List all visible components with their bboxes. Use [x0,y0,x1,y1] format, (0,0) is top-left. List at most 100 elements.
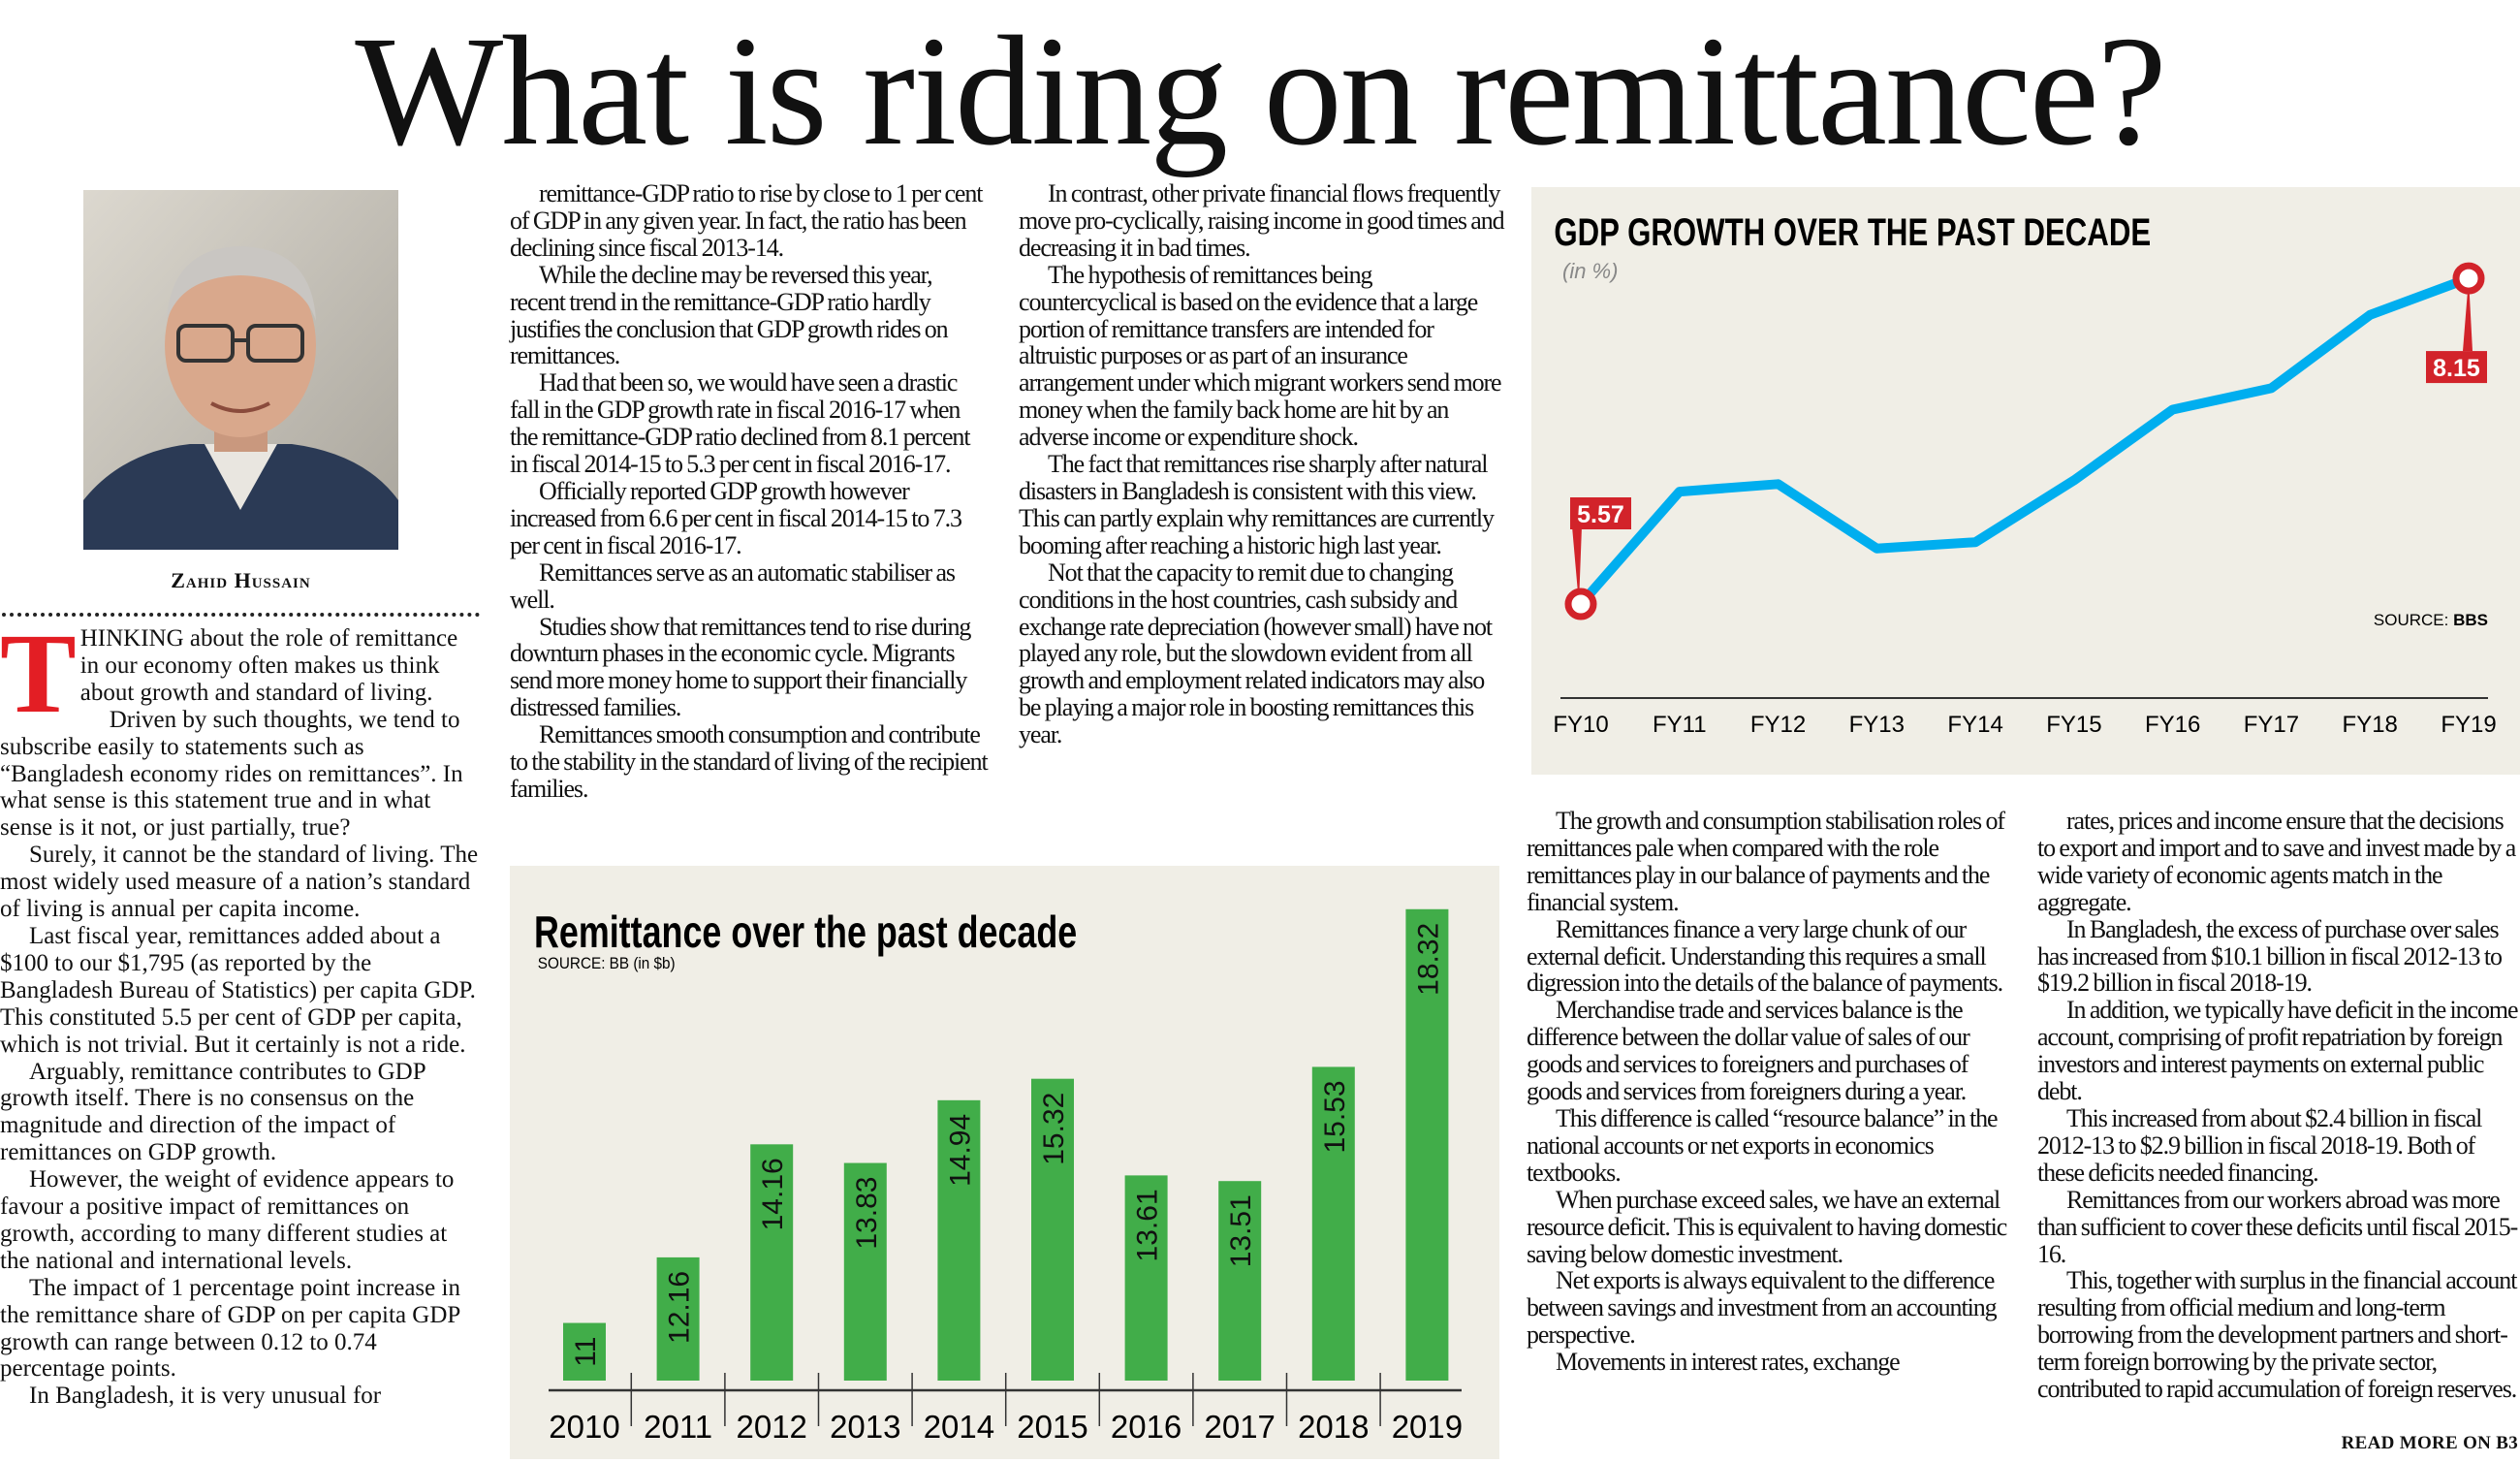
bar-value-label: 13.83 [851,1177,883,1250]
read-more-link[interactable]: READ MORE ON B3 [2341,1433,2518,1453]
paragraph: Not that the capacity to remit due to ch… [1019,557,1493,749]
article-column-4: The growth and consumption stabilisation… [1527,808,2011,1376]
bar-value-label: 15.53 [1319,1080,1351,1153]
x-tick-label: FY15 [2046,712,2101,738]
x-tick-label: 2014 [924,1409,994,1445]
paragraph: However, the weight of evidence appears … [0,1166,455,1274]
callout-pointer [1572,526,1582,604]
bar [1031,1078,1074,1381]
paragraph: The growth and consumption stabilisation… [1527,807,2005,916]
highlight-marker [2452,262,2485,295]
x-tick-label: 2017 [1204,1409,1275,1445]
bar-value-label: 13.51 [1225,1194,1257,1267]
author-byline: Zahid Hussain [171,568,311,592]
x-tick-label: FY16 [2145,712,2200,738]
value-label: 5.57 [1577,501,1624,528]
gdp-series-line [1577,273,2471,608]
paragraph: Last fiscal year, remittances added abou… [0,922,476,1058]
x-tick-label: 2013 [830,1409,900,1445]
drop-cap: T [0,610,77,737]
paragraph: The impact of 1 percentage point increas… [0,1274,460,1383]
x-tick-label: 2012 [736,1409,806,1445]
x-tick-label: 2010 [549,1409,619,1445]
callout-pointer [2463,278,2473,352]
bar [1218,1181,1262,1381]
paragraph: Net exports is always equivalent to the … [1527,1266,1998,1350]
remittance-bar-chart: Remittance over the past decade SOURCE: … [510,866,1499,1459]
headline: What is riding on remittance? [355,5,2166,178]
paragraph: Movements in interest rates, exchange [1556,1348,1901,1377]
article-column-2: remittance-GDP ratio to rise by close to… [510,180,990,803]
chart-subtitle: (in %) [1562,259,1618,283]
bar [843,1162,887,1381]
chart-source: SOURCE: BBS [2374,611,2488,629]
paragraph: rates, prices and income ensure that the… [2037,807,2516,916]
bar-value-label: 13.61 [1132,1189,1164,1261]
x-tick-label: FY17 [2244,712,2299,738]
x-tick-label: FY12 [1750,712,1806,738]
paragraph: In addition, we typically have deficit i… [2037,996,2519,1106]
article-column-5: rates, prices and income ensure that the… [2037,808,2520,1403]
paragraph: In contrast, other private financial flo… [1019,179,1505,262]
divider [2,613,480,617]
x-tick-label: 2015 [1017,1409,1087,1445]
x-tick-label: FY18 [2343,712,2398,738]
paragraph: Merchandise trade and services balance i… [1527,996,1970,1106]
x-tick-label: FY10 [1553,712,1608,738]
bar-value-label: 18.32 [1412,923,1444,996]
bar [750,1144,794,1381]
bar-value-label: 14.16 [757,1158,789,1230]
paragraph: While the decline may be reversed this y… [510,260,949,370]
x-tick-label: FY19 [2441,712,2496,738]
x-tick-label: FY11 [1653,712,1707,738]
x-tick-label: FY14 [1947,712,2002,738]
bar [656,1256,700,1381]
paragraph: HINKING about the role of remittance in … [79,625,458,706]
paragraph: Arguably, remittance contributes to GDP … [0,1058,425,1166]
paragraph: Remittances from our workers abroad was … [2037,1185,2518,1268]
x-tick-label: 2019 [1392,1409,1463,1445]
paragraph: This, together with surplus in the finan… [2037,1266,2517,1404]
paragraph: Remittances smooth consumption and contr… [510,720,989,803]
paragraph: Surely, it cannot be the standard of liv… [0,842,479,923]
paragraph: This difference is called “resource bala… [1527,1103,1999,1187]
paragraph: Officially reported GDP growth however i… [510,476,962,559]
bar [1405,908,1449,1381]
value-label: 8.15 [2433,355,2480,382]
highlight-marker [1564,588,1597,620]
bar [1124,1175,1168,1381]
article-column-3: In contrast, other private financial flo… [1019,180,1508,748]
chart-background [1531,187,2520,775]
chart-title: GDP GROWTH OVER THE PAST DECADE [1554,210,2151,254]
bar [937,1099,981,1381]
x-tick-label: FY13 [1849,712,1905,738]
bar-value-label: 11 [570,1337,602,1367]
paragraph: The fact that remittances rise sharply a… [1019,450,1495,559]
bar-value-label: 15.32 [1038,1093,1070,1165]
x-tick-label: 2016 [1111,1409,1181,1445]
x-tick-label: 2011 [644,1409,712,1445]
value-callout [2426,351,2487,384]
author-photo [83,190,398,550]
paragraph: Studies show that remittances tend to ri… [510,612,971,722]
paragraph: In Bangladesh, it is very unusual for [29,1383,382,1410]
paragraph: Remittances serve as an automatic stabil… [510,557,956,614]
bar-value-label: 14.94 [944,1114,976,1187]
paragraph: Had that been so, we would have seen a d… [510,368,971,479]
bar-value-label: 12.16 [664,1271,696,1344]
paragraph: In Bangladesh, the excess of purchase ov… [2037,914,2503,998]
x-tick-label: 2018 [1298,1409,1369,1445]
paragraph: Remittances finance a very large chunk o… [1527,914,2003,998]
article-column-1: T HINKING about the role of remittance i… [0,610,482,1410]
gdp-growth-chart: GDP GROWTH OVER THE PAST DECADE (in %) S… [1531,187,2520,775]
chart-subtitle: SOURCE: BB (in $b) [538,954,676,972]
bar [563,1322,606,1381]
paragraph: When purchase exceed sales, we have an e… [1527,1185,2007,1268]
paragraph: Driven by such thoughts, we tend to subs… [0,706,463,842]
paragraph: This increased from about $2.4 billion i… [2037,1103,2482,1187]
value-callout [1570,497,1631,529]
paragraph: The hypothesis of remittances being coun… [1019,260,1502,452]
chart-title: Remittance over the past decade [534,907,1077,957]
bar [1311,1066,1355,1381]
paragraph: remittance-GDP ratio to rise by close to… [510,179,983,262]
